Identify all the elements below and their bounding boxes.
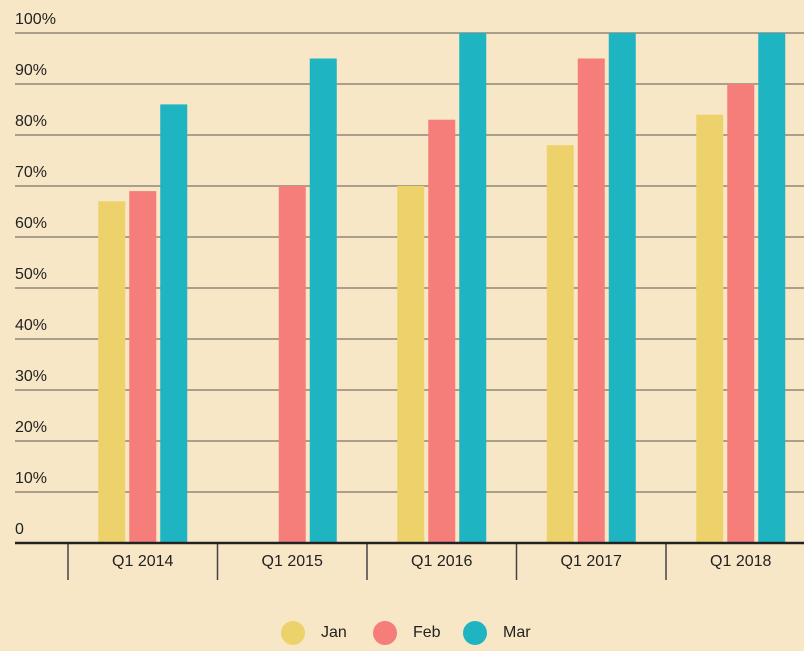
- bar: [129, 191, 157, 543]
- y-tick-label: 10%: [15, 470, 47, 487]
- bar: [428, 119, 456, 543]
- bar: [98, 201, 126, 544]
- y-tick-label: 80%: [15, 113, 47, 130]
- y-tick-label: 40%: [15, 317, 47, 334]
- y-tick-label: 60%: [15, 215, 47, 232]
- bar: [577, 58, 605, 543]
- x-tick-label: Q1 2017: [561, 553, 622, 570]
- y-tick-label: 0: [15, 521, 24, 538]
- x-tick-label: Q1 2018: [710, 553, 771, 570]
- legend-label: Feb: [413, 624, 441, 641]
- y-tick-label: 20%: [15, 419, 47, 436]
- legend-label: Jan: [321, 624, 347, 641]
- legend-label: Mar: [503, 624, 531, 641]
- x-tick-label: Q1 2014: [112, 553, 173, 570]
- bar: [608, 33, 636, 543]
- bar: [309, 58, 337, 543]
- bar: [546, 145, 574, 543]
- legend-swatch: [373, 621, 397, 645]
- y-tick-label: 70%: [15, 164, 47, 181]
- y-tick-label: 30%: [15, 368, 47, 385]
- bar: [278, 186, 306, 543]
- bar: [160, 104, 188, 544]
- x-tick-label: Q1 2015: [262, 553, 323, 570]
- y-tick-label: 50%: [15, 266, 47, 283]
- y-tick-label: 100%: [15, 11, 56, 28]
- bar: [459, 33, 487, 543]
- bar: [397, 186, 425, 543]
- legend-swatch: [463, 621, 487, 645]
- bar: [758, 33, 786, 543]
- x-tick-label: Q1 2016: [411, 553, 472, 570]
- legend-swatch: [281, 621, 305, 645]
- bar: [727, 84, 755, 543]
- bar: [696, 114, 724, 543]
- y-tick-label: 90%: [15, 62, 47, 79]
